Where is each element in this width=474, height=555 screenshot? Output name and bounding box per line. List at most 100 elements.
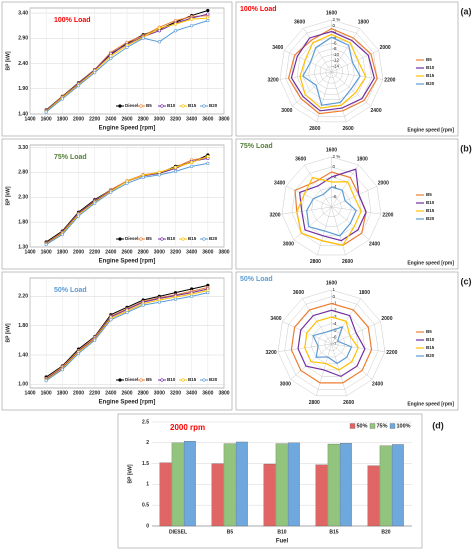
data-point [206, 154, 210, 159]
x-axis-label: Engine Speed [rpm] [99, 259, 156, 265]
y-tick-label: 3.40 [18, 10, 28, 16]
x-tick-label: 3800 [218, 116, 229, 122]
grid-ring [302, 42, 361, 100]
legend-label: B20 [426, 81, 435, 86]
x-tick-label: 1800 [57, 249, 68, 255]
legend-marker [181, 237, 185, 241]
legend-marker [181, 104, 185, 108]
x-tick-label: 2200 [89, 116, 100, 122]
x-tick-label: 3200 [170, 390, 181, 396]
grid-ring [325, 66, 338, 78]
y-tick-label: 1 [146, 482, 149, 488]
data-point [44, 379, 48, 383]
category-label: 3600 [295, 156, 306, 162]
x-tick-label: 2600 [121, 249, 132, 255]
bar [211, 463, 224, 527]
r-tick-label: -14 [332, 63, 339, 68]
x-tick-label: 3200 [170, 116, 181, 122]
legend-label: B10 [426, 337, 435, 342]
data-point [93, 201, 97, 205]
data-point [206, 161, 210, 166]
legend-label: B15 [188, 236, 197, 241]
legend-label: B20 [209, 377, 218, 382]
data-point [190, 164, 194, 168]
r-tick-label: 0 [332, 23, 335, 28]
legend-label: 100% [397, 423, 411, 429]
legend-label: B20 [209, 103, 218, 108]
data-point [141, 175, 145, 179]
panel-label: (d) [432, 420, 444, 430]
r-tick-label: -4 [332, 321, 336, 326]
series-line [296, 176, 362, 247]
legend-label: B10 [167, 103, 176, 108]
y-tick-label: 0 [146, 523, 149, 529]
x-tick-label: 2000 [73, 390, 84, 396]
series-line [302, 36, 361, 106]
data-point [109, 318, 113, 322]
legend-marker [202, 237, 206, 241]
x-axis-label: Engine Speed [rpm] [99, 400, 156, 406]
y-tick-label: 2.90 [18, 36, 28, 42]
category-label: 2000 [380, 45, 391, 51]
r-tick-label: 2 % [332, 17, 340, 22]
bar [379, 445, 392, 527]
x-tick-label: 2600 [121, 116, 132, 122]
legend-label: B5 [426, 57, 432, 62]
legend-marker [202, 104, 206, 108]
legend-label: B20 [426, 353, 435, 358]
category-label: 2400 [372, 381, 383, 387]
series-line [312, 326, 353, 365]
data-point [157, 29, 161, 33]
x-tick-label: 3000 [154, 390, 165, 396]
category-label: 1800 [357, 156, 368, 162]
bar [235, 441, 248, 527]
legend-label: B15 [188, 103, 197, 108]
category-label: 2800 [310, 259, 321, 265]
x-tick-label: 3400 [186, 116, 197, 122]
category-label: 2200 [384, 78, 395, 84]
category-label: 2400 [370, 108, 381, 114]
data-point [157, 300, 161, 304]
x-axis-label: Fuel [276, 539, 289, 545]
chart-title: 2000 rpm [170, 423, 205, 432]
bar [339, 443, 352, 527]
bar [223, 443, 236, 527]
legend-label: B5 [146, 103, 152, 108]
data-point [125, 310, 129, 315]
category-label: 3000 [281, 108, 292, 114]
legend-marker [181, 378, 185, 382]
r-tick-label: -8 [332, 46, 336, 51]
legend-marker [118, 104, 122, 108]
grid-ring [311, 323, 352, 364]
x-tick-label: 1600 [41, 390, 52, 396]
legend-marker [160, 378, 164, 382]
data-point [190, 294, 194, 298]
chart-title: 50% Load [240, 276, 273, 283]
y-axis-label: BP [kW] [5, 323, 11, 342]
x-tick-label: 2400 [105, 390, 116, 396]
category-label: 3400 [272, 45, 283, 51]
spoke [285, 186, 332, 208]
x-tick-label: 2800 [138, 249, 149, 255]
y-tick-label: 1.30 [18, 244, 28, 250]
legend-swatch [349, 423, 356, 429]
y-tick-label: 2.30 [18, 195, 28, 201]
x-tick-label: B15 [329, 529, 338, 535]
r-tick-label: 0 [332, 294, 335, 299]
x-tick-label: B10 [277, 529, 286, 535]
legend-label: B5 [146, 377, 152, 382]
axis-label: Engine speed [rpm] [407, 260, 454, 266]
series-line [298, 168, 367, 242]
x-tick-label: 3800 [218, 249, 229, 255]
category-label: 3600 [293, 290, 304, 296]
data-point [157, 26, 161, 30]
y-tick-label: 1.40 [18, 111, 28, 117]
y-tick-label: 1.40 [18, 352, 28, 358]
data-point [76, 84, 81, 88]
y-tick-label: 1.90 [18, 86, 28, 92]
legend-marker [139, 104, 143, 108]
r-tick-label: -2 [332, 29, 336, 34]
series-line [290, 30, 375, 112]
legend-label: Diesel [125, 103, 138, 108]
